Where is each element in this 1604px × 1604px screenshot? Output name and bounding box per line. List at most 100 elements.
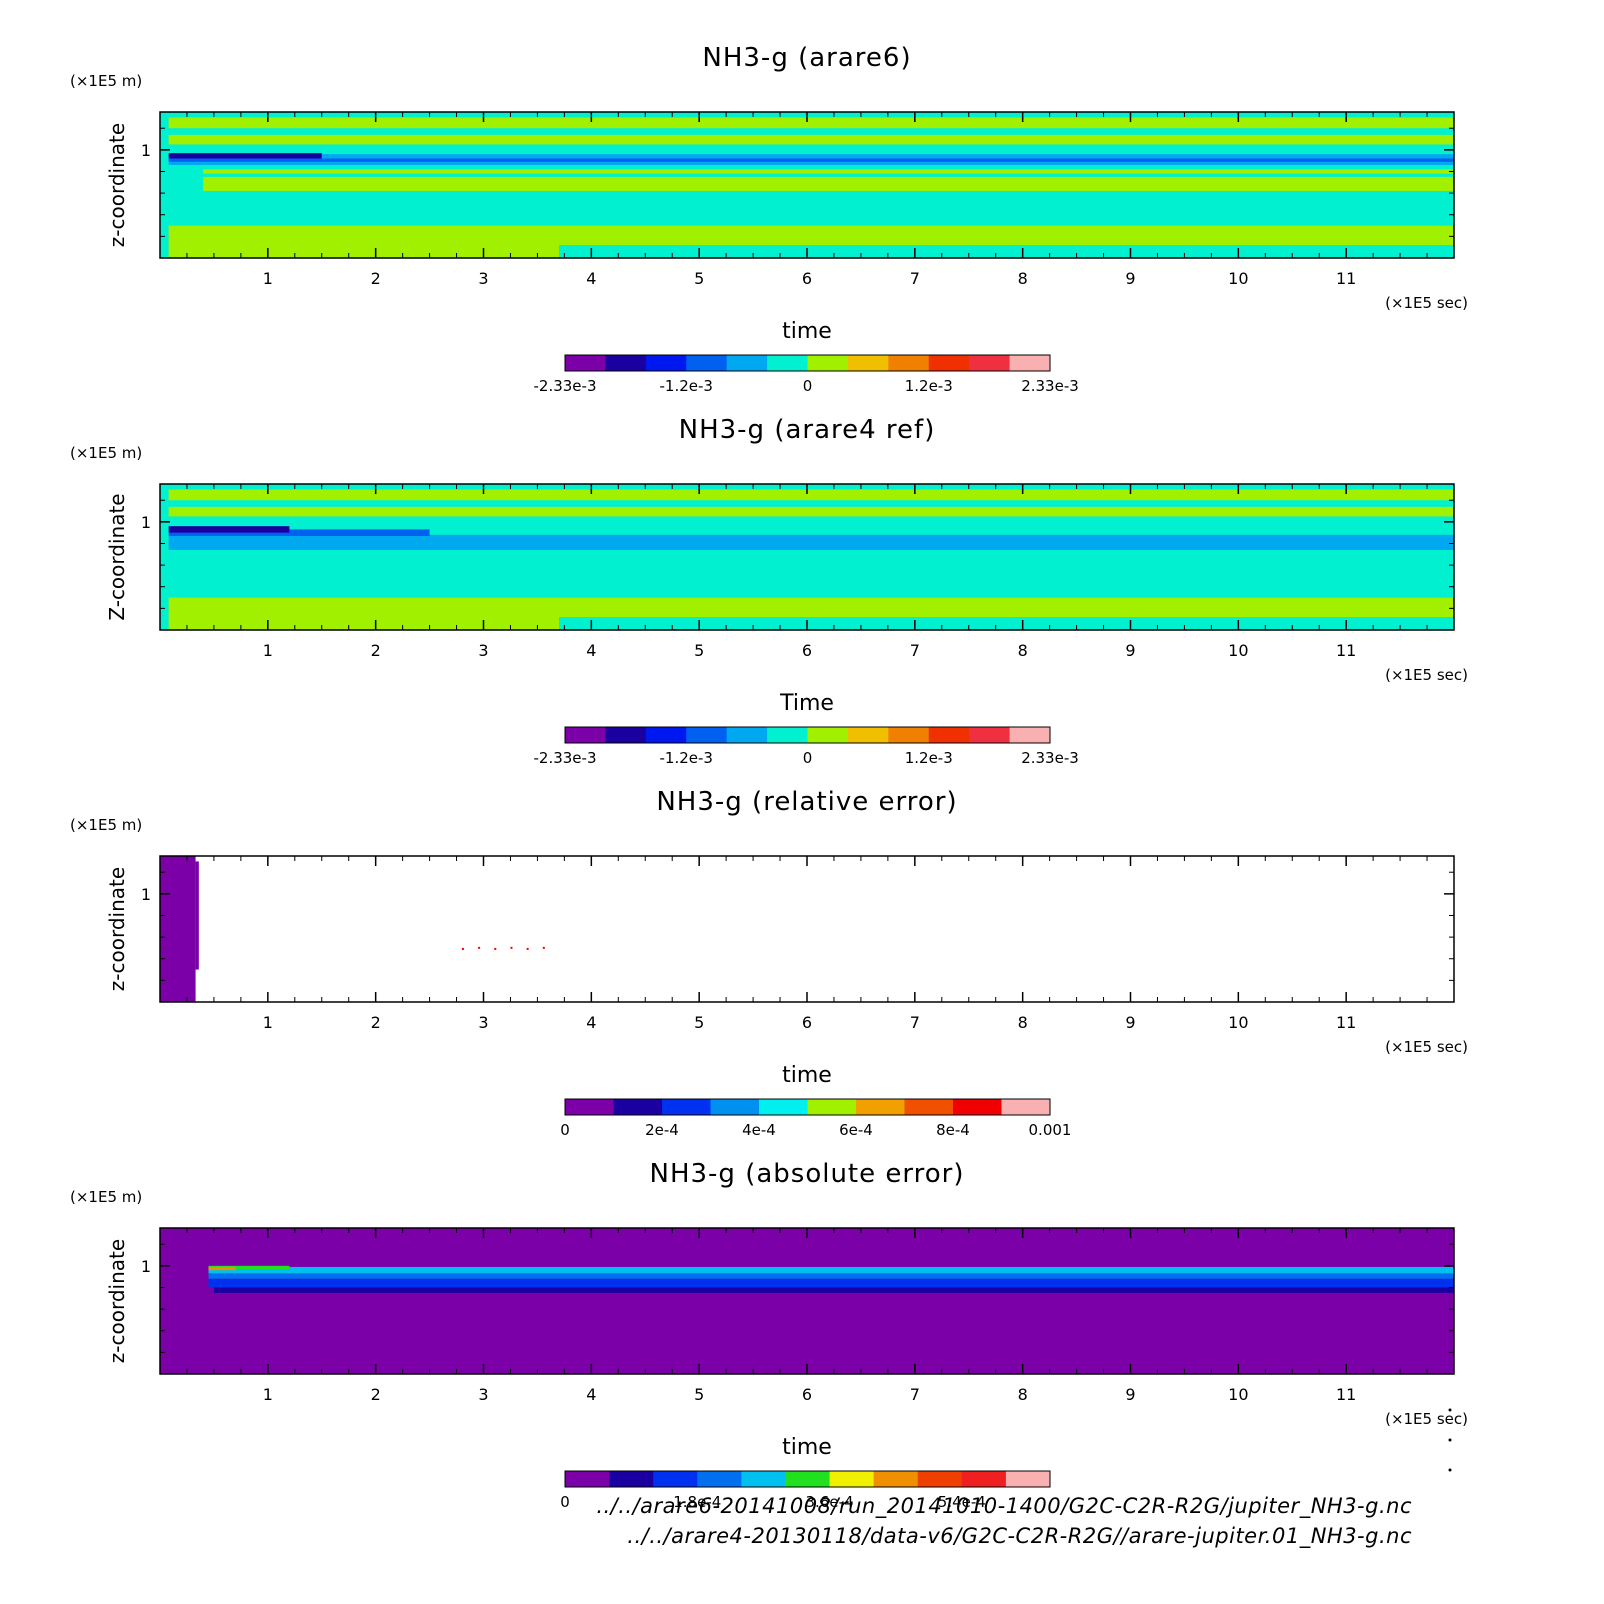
lime-band [203, 169, 1454, 174]
colorbar-frame [564, 1098, 1051, 1116]
colorbar-frame [564, 1470, 1051, 1488]
colorbar-tick-label: 4e-4 [742, 1121, 776, 1139]
x-axis-label: time [782, 1435, 832, 1460]
x-tick-label: 5 [694, 1385, 704, 1404]
x-unit-label: (×1E5 sec) [1385, 294, 1468, 312]
colorbar-tick-label: 6e-4 [839, 1121, 873, 1139]
heatmap-field [160, 484, 1454, 630]
colorbar-tick-label: 8e-4 [936, 1121, 970, 1139]
colorbar-tick-label: 3.6e-4 [806, 1493, 854, 1511]
chart-title: NH3-g (relative error) [656, 787, 957, 817]
y-unit-label: (×1E5 m) [70, 72, 142, 90]
colorbar-swatch [686, 727, 728, 743]
colorbar-swatch [605, 355, 647, 371]
middle-cyan-band [160, 562, 1454, 598]
x-tick-label: 9 [1125, 1385, 1135, 1404]
colorbar-swatch [697, 1471, 742, 1487]
colorbar-tick-label: 0 [560, 1493, 570, 1511]
colorbar-tick-label: 1.8e-4 [673, 1493, 721, 1511]
x-tick-label: 1 [263, 1385, 273, 1404]
lower-lime-band [558, 225, 1454, 246]
colorbar-tick-label: 0 [803, 377, 813, 395]
x-tick-label: 6 [802, 1013, 812, 1032]
colorbar-swatch [785, 1471, 831, 1487]
x-tick-label: 6 [802, 641, 812, 660]
chart-title: NH3-g (arare6) [702, 43, 911, 73]
y-tick-label: 1 [141, 1257, 151, 1276]
colorbar-swatch [856, 1099, 905, 1115]
x-tick-label: 5 [694, 641, 704, 660]
x-tick-label: 11 [1336, 1385, 1356, 1404]
footer-path-arare4: ../../arare4-20130118/data-v6/G2C-C2R-R2… [627, 1524, 1412, 1548]
colorbar-tick-label: 2.33e-3 [1021, 749, 1079, 767]
colorbar-swatch [565, 1471, 610, 1487]
colorbar-tick-label: 0 [560, 1121, 570, 1139]
x-tick-label: 6 [802, 269, 812, 288]
colorbar-swatch [645, 355, 687, 371]
x-unit-label: (×1E5 sec) [1385, 666, 1468, 684]
y-unit-label: (×1E5 m) [70, 444, 142, 462]
x-unit-label: (×1E5 sec) [1385, 1410, 1468, 1428]
colorbar-swatch [847, 355, 889, 371]
x-tick-label: 8 [1018, 641, 1028, 660]
colorbar-swatch [917, 1471, 963, 1487]
x-tick-label: 10 [1228, 1013, 1248, 1032]
colorbar-swatch [767, 355, 808, 371]
colorbar-swatch [759, 1099, 808, 1115]
colorbar-frame [564, 726, 1051, 744]
y-axis-label: z-coordinate [105, 123, 129, 247]
panel-1 [159, 111, 1455, 372]
x-tick-label: 4 [586, 1013, 596, 1032]
colorbar-swatch [565, 355, 606, 371]
colorbar-swatch [741, 1471, 786, 1487]
x-tick-label: 7 [910, 641, 920, 660]
cyan-band [160, 128, 1454, 135]
cyan-band [160, 549, 1454, 563]
colorbar-swatch [686, 355, 728, 371]
colorbar-swatch [653, 1471, 698, 1487]
orange-streak [208, 1266, 236, 1271]
y-unit-label: (×1E5 m) [70, 1188, 142, 1206]
y-axis-label: z-coordinate [105, 867, 129, 991]
x-axis-label: time [782, 319, 832, 344]
x-tick-label: 11 [1336, 269, 1356, 288]
cyan-band [160, 500, 1454, 507]
colorbar-swatch [1009, 727, 1051, 743]
colorbar-swatch [1001, 1099, 1051, 1115]
colorbar-tick-label: 0 [803, 749, 813, 767]
x-tick-label: 3 [478, 1385, 488, 1404]
colorbar-swatch [710, 1099, 760, 1115]
upper-lime-band [160, 489, 1454, 501]
x-tick-label: 7 [910, 1013, 920, 1032]
colorbar-tick-label: 2.33e-3 [1021, 377, 1079, 395]
x-tick-label: 7 [910, 269, 920, 288]
upper-lime-band [160, 506, 1454, 517]
blue-band [208, 1273, 1454, 1279]
colorbar-swatch [1009, 355, 1051, 371]
colorbar-tick-label: 5.4e-4 [938, 1493, 986, 1511]
colorbar-swatch [767, 727, 808, 743]
colorbar-tick-label: 1.2e-3 [905, 749, 953, 767]
x-tick-label: 11 [1336, 1013, 1356, 1032]
middle-cyan-band [160, 190, 1454, 226]
x-tick-label: 4 [586, 269, 596, 288]
colorbar-swatch [605, 727, 647, 743]
colorbar-swatch [847, 727, 889, 743]
navy-streak [160, 526, 290, 533]
error-speck [510, 946, 513, 949]
colorbar-swatch [807, 1099, 857, 1115]
colorbar-swatch [1005, 1471, 1051, 1487]
x-tick-label: 5 [694, 269, 704, 288]
x-unit-label: (×1E5 sec) [1385, 1038, 1468, 1056]
left-edge-band [160, 484, 169, 630]
colorbar-tick-label: 0.001 [1029, 1121, 1072, 1139]
panel-2 [159, 483, 1455, 744]
error-speck [542, 946, 545, 949]
x-tick-label: 8 [1018, 1385, 1028, 1404]
upper-lime-band [160, 134, 1454, 145]
error-speck [526, 947, 529, 950]
y-axis-label: z-coordinate [105, 1239, 129, 1363]
colorbar-swatch [888, 355, 930, 371]
colorbar-swatch [969, 727, 1011, 743]
